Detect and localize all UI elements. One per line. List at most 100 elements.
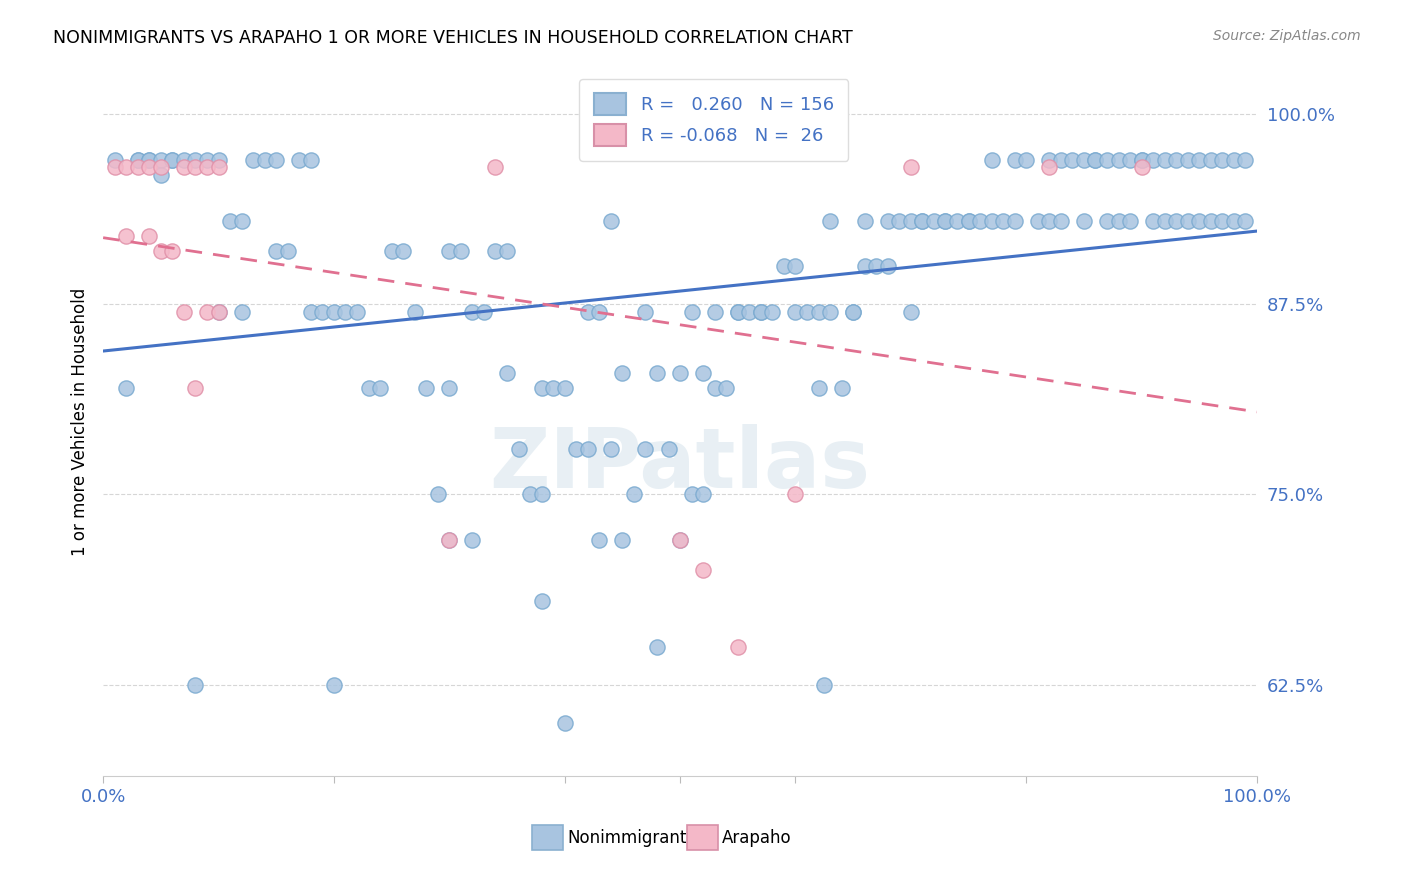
Text: Arapaho: Arapaho (723, 829, 792, 847)
Point (461, 533, 484, 547)
Point (1153, 213, 1175, 227)
Point (461, 305, 484, 319)
Point (277, 244, 299, 258)
Point (1015, 153, 1038, 167)
Point (508, 442, 530, 456)
Point (911, 213, 934, 227)
Text: ZIPatlas: ZIPatlas (489, 424, 870, 505)
Point (1177, 153, 1199, 167)
Point (669, 533, 692, 547)
Legend: R =   0.260   N = 156, R = -0.068   N =  26: R = 0.260 N = 156, R = -0.068 N = 26 (579, 79, 848, 161)
Point (703, 381, 725, 395)
Point (439, 533, 461, 547)
Point (796, 305, 818, 319)
Point (207, 305, 229, 319)
Point (1050, 153, 1073, 167)
Point (519, 487, 541, 501)
Point (991, 213, 1014, 227)
Point (530, 381, 553, 395)
Point (576, 305, 599, 319)
Point (127, 161, 149, 175)
Point (657, 442, 679, 456)
Point (1119, 153, 1142, 167)
Point (138, 161, 160, 175)
Point (299, 153, 322, 167)
Point (1130, 153, 1153, 167)
Point (138, 228, 160, 243)
Point (173, 161, 195, 175)
Point (842, 305, 865, 319)
Point (957, 213, 980, 227)
Point (865, 260, 887, 274)
Point (368, 381, 391, 395)
Point (127, 153, 149, 167)
Point (681, 305, 703, 319)
Point (612, 366, 634, 380)
Point (761, 305, 783, 319)
Point (392, 244, 415, 258)
Point (813, 677, 835, 691)
Point (1177, 213, 1199, 227)
Point (692, 564, 714, 578)
Point (749, 305, 772, 319)
Point (1108, 153, 1130, 167)
Point (842, 305, 865, 319)
Point (1119, 213, 1142, 227)
Point (195, 153, 218, 167)
Y-axis label: 1 or more Vehicles in Household: 1 or more Vehicles in Household (72, 288, 89, 557)
Point (669, 366, 692, 380)
Point (162, 244, 184, 258)
Point (264, 153, 287, 167)
Point (773, 260, 796, 274)
Point (1004, 153, 1026, 167)
Point (195, 305, 218, 319)
Point (253, 153, 276, 167)
Point (264, 244, 287, 258)
Point (623, 487, 645, 501)
Point (645, 366, 668, 380)
Point (138, 153, 160, 167)
Point (1234, 153, 1257, 167)
Point (703, 305, 725, 319)
Point (576, 442, 599, 456)
Point (381, 244, 404, 258)
Point (957, 213, 980, 227)
Point (346, 305, 368, 319)
Point (1095, 153, 1118, 167)
Text: NONIMMIGRANTS VS ARAPAHO 1 OR MORE VEHICLES IN HOUSEHOLD CORRELATION CHART: NONIMMIGRANTS VS ARAPAHO 1 OR MORE VEHIC… (53, 29, 853, 46)
Point (876, 213, 898, 227)
Point (807, 381, 830, 395)
Point (219, 213, 242, 227)
Point (1142, 153, 1164, 167)
Point (1108, 213, 1130, 227)
Point (1084, 153, 1107, 167)
Point (634, 305, 657, 319)
Point (484, 244, 506, 258)
Point (184, 381, 207, 395)
Point (1166, 213, 1188, 227)
Point (1188, 213, 1211, 227)
Point (922, 213, 945, 227)
Point (900, 213, 922, 227)
Point (439, 381, 461, 395)
Point (900, 305, 922, 319)
Point (1095, 213, 1118, 227)
Point (853, 260, 876, 274)
Point (831, 381, 853, 395)
Text: Nonimmigrants: Nonimmigrants (568, 829, 696, 847)
Point (727, 640, 749, 654)
Point (207, 161, 229, 175)
Point (1211, 213, 1233, 227)
Point (184, 153, 207, 167)
Point (1130, 161, 1153, 175)
Point (1073, 153, 1095, 167)
Point (242, 153, 264, 167)
Point (1062, 153, 1084, 167)
Point (231, 213, 253, 227)
Point (1026, 213, 1049, 227)
Point (149, 161, 172, 175)
Point (692, 487, 714, 501)
Point (149, 168, 172, 182)
Point (785, 305, 807, 319)
Point (207, 153, 229, 167)
